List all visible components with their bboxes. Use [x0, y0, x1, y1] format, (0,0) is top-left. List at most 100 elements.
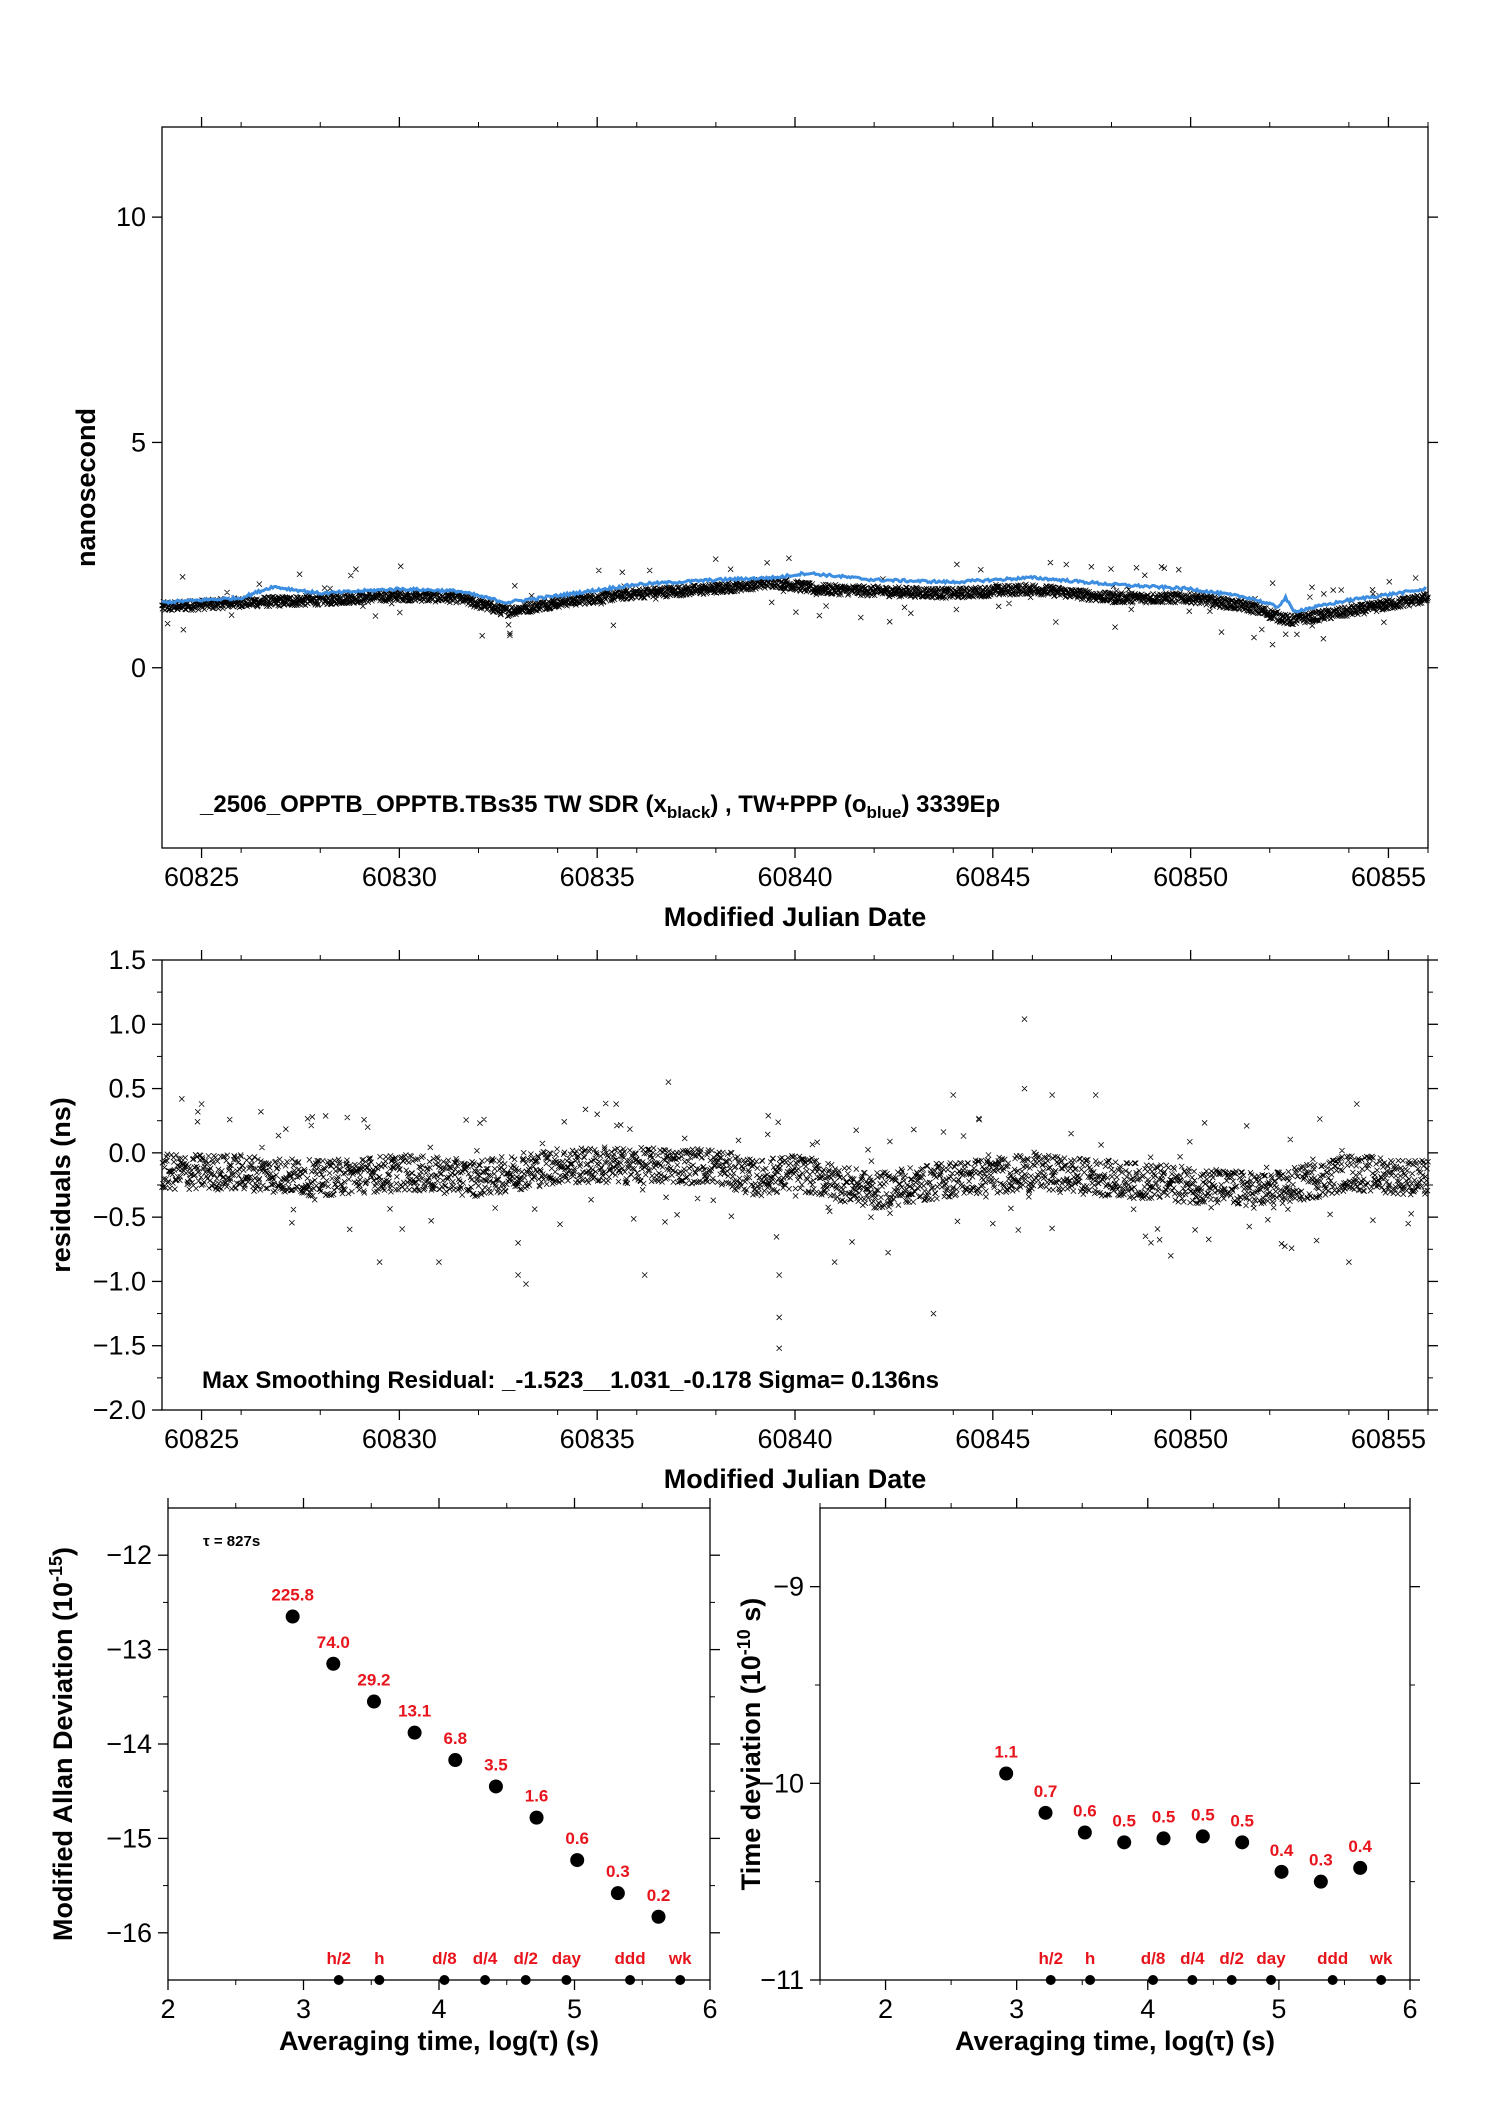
- interval-label: h: [1085, 1949, 1095, 1968]
- panel-annotation: Max Smoothing Residual: _-1.523__1.031_-…: [202, 1367, 939, 1394]
- x-axis-label: Modified Julian Date: [664, 902, 927, 932]
- y-axis-label-superscript: -15: [46, 1556, 66, 1582]
- x-tick-label: 3: [296, 1994, 311, 2024]
- x-tick-label: 4: [431, 1994, 446, 2024]
- interval-label: d/4: [473, 1949, 498, 1968]
- interval-label: d/8: [432, 1949, 457, 1968]
- y-tick-label: −13: [106, 1635, 152, 1665]
- interval-marker: [480, 1975, 491, 1985]
- plot-frame: [161, 126, 1429, 849]
- y-tick-label: 0.0: [108, 1138, 146, 1168]
- y-axis-label-part: Time deviation (10: [736, 1655, 766, 1890]
- x-tick-label: 6: [702, 1994, 717, 2024]
- data-label: 0.4: [1270, 1841, 1294, 1860]
- mdev-panel: 2 3 4 5 6 −12 −13 −14 −15 −16 225.8 74.0 29.2 13.1 6.8…: [46, 1498, 720, 2056]
- x-tick-label: 3: [1009, 1994, 1024, 2024]
- interval-marker: [675, 1975, 686, 1985]
- tw-ppp-line: [161, 570, 1427, 614]
- data-point: [529, 1810, 544, 1825]
- interval-marker: [1226, 1975, 1237, 1985]
- y-tick-label: 0.5: [108, 1074, 146, 1104]
- interval-marker: [1187, 1975, 1198, 1985]
- data-label: 13.1: [398, 1702, 431, 1721]
- data-label: 0.3: [1309, 1851, 1333, 1870]
- x-tick-label: 60830: [362, 862, 437, 892]
- data-point: [1235, 1835, 1250, 1850]
- data-point: [1195, 1829, 1210, 1844]
- interval-marker: [1085, 1975, 1096, 1985]
- x-axis-label: Averaging time, log(τ) (s): [955, 2026, 1275, 2056]
- y-tick-label: −11: [760, 1965, 804, 1995]
- interval-label: h: [374, 1949, 384, 1968]
- interval-label: ddd: [1317, 1949, 1348, 1968]
- y-tick-label: 10: [116, 202, 146, 232]
- y-tick-label: −16: [106, 1918, 152, 1948]
- data-label: 29.2: [357, 1671, 390, 1690]
- data-label: 0.6: [565, 1829, 589, 1848]
- data-point: [1353, 1860, 1368, 1875]
- x-tick-label: 60845: [955, 862, 1030, 892]
- interval-marker: [561, 1975, 572, 1985]
- annotation-subscript: blue: [867, 803, 902, 822]
- y-axis-label-part: ): [48, 1547, 78, 1556]
- x-tick-label: 60850: [1153, 1424, 1228, 1454]
- interval-label: wk: [668, 1949, 692, 1968]
- y-tick-label: 1.5: [108, 945, 146, 975]
- data-point: [999, 1766, 1014, 1781]
- data-label: 6.8: [443, 1729, 467, 1748]
- x-tick-label: 60835: [560, 862, 635, 892]
- interval-label: d/8: [1141, 1949, 1166, 1968]
- data-point: [1038, 1805, 1053, 1820]
- interval-label: h/2: [326, 1949, 351, 1968]
- annotation-part: ) 3339Ep: [902, 791, 1001, 818]
- interval-label: d/2: [513, 1949, 538, 1968]
- x-tick-label: 60825: [164, 1424, 239, 1454]
- interval-marker: [625, 1975, 636, 1985]
- interval-marker: [333, 1975, 344, 1985]
- y-tick-label: 1.0: [108, 1009, 146, 1039]
- x-tick-label: 60850: [1153, 862, 1228, 892]
- data-label: 3.5: [484, 1755, 508, 1774]
- y-tick-label: −15: [106, 1823, 152, 1853]
- x-axis-label: Modified Julian Date: [664, 1464, 927, 1494]
- interval-label: day: [1256, 1949, 1286, 1968]
- y-axis-label: Time deviation (10-10 s): [734, 1598, 766, 1891]
- data-point: [1313, 1874, 1328, 1889]
- y-tick-label: −0.5: [93, 1202, 146, 1232]
- x-tick-label: 6: [1402, 1994, 1417, 2024]
- data-point: [651, 1909, 666, 1924]
- data-point: [448, 1753, 463, 1768]
- y-axis-label-part: s): [736, 1598, 766, 1630]
- data-point: [488, 1779, 503, 1794]
- x-tick-label: 2: [160, 1994, 175, 2024]
- y-tick-label: −12: [106, 1540, 152, 1570]
- y-tick-label: 5: [131, 427, 146, 457]
- x-tick-label: 60855: [1351, 862, 1426, 892]
- y-tick-label: 0: [131, 653, 146, 683]
- data-label: 1.1: [994, 1743, 1018, 1762]
- interval-label: h/2: [1038, 1949, 1063, 1968]
- data-label: 74.0: [317, 1633, 350, 1652]
- data-label: 225.8: [271, 1586, 314, 1605]
- data-point: [1077, 1825, 1092, 1840]
- interval-marker: [1266, 1975, 1277, 1985]
- y-axis-label: Modified Allan Deviation (10-15): [46, 1547, 78, 1941]
- annotation-part: ) , TW+PPP (o: [710, 791, 866, 818]
- data-label: 0.5: [1191, 1805, 1215, 1824]
- data-point: [326, 1656, 341, 1671]
- x-axis-label: Averaging time, log(τ) (s): [279, 2026, 599, 2056]
- data-point: [1117, 1835, 1132, 1850]
- x-tick-label: 4: [1140, 1994, 1155, 2024]
- interval-label: ddd: [614, 1949, 645, 1968]
- interval-marker: [374, 1975, 385, 1985]
- x-tick-label: 60840: [757, 1424, 832, 1454]
- tdev-panel: 2 3 4 5 6 −9 −10 −11 1.1 0.7 0.6 0.5 0.5 0.5 0.5 0.4 0.3…: [734, 1498, 1420, 2056]
- y-axis-label: residuals (ns): [46, 1097, 76, 1273]
- tau-label: τ = 827s: [203, 1533, 260, 1550]
- interval-marker: [1045, 1975, 1056, 1985]
- data-point: [610, 1886, 625, 1901]
- x-tick-label: 60835: [560, 1424, 635, 1454]
- plot-frame: [167, 1507, 711, 1981]
- x-tick-label: 60840: [757, 862, 832, 892]
